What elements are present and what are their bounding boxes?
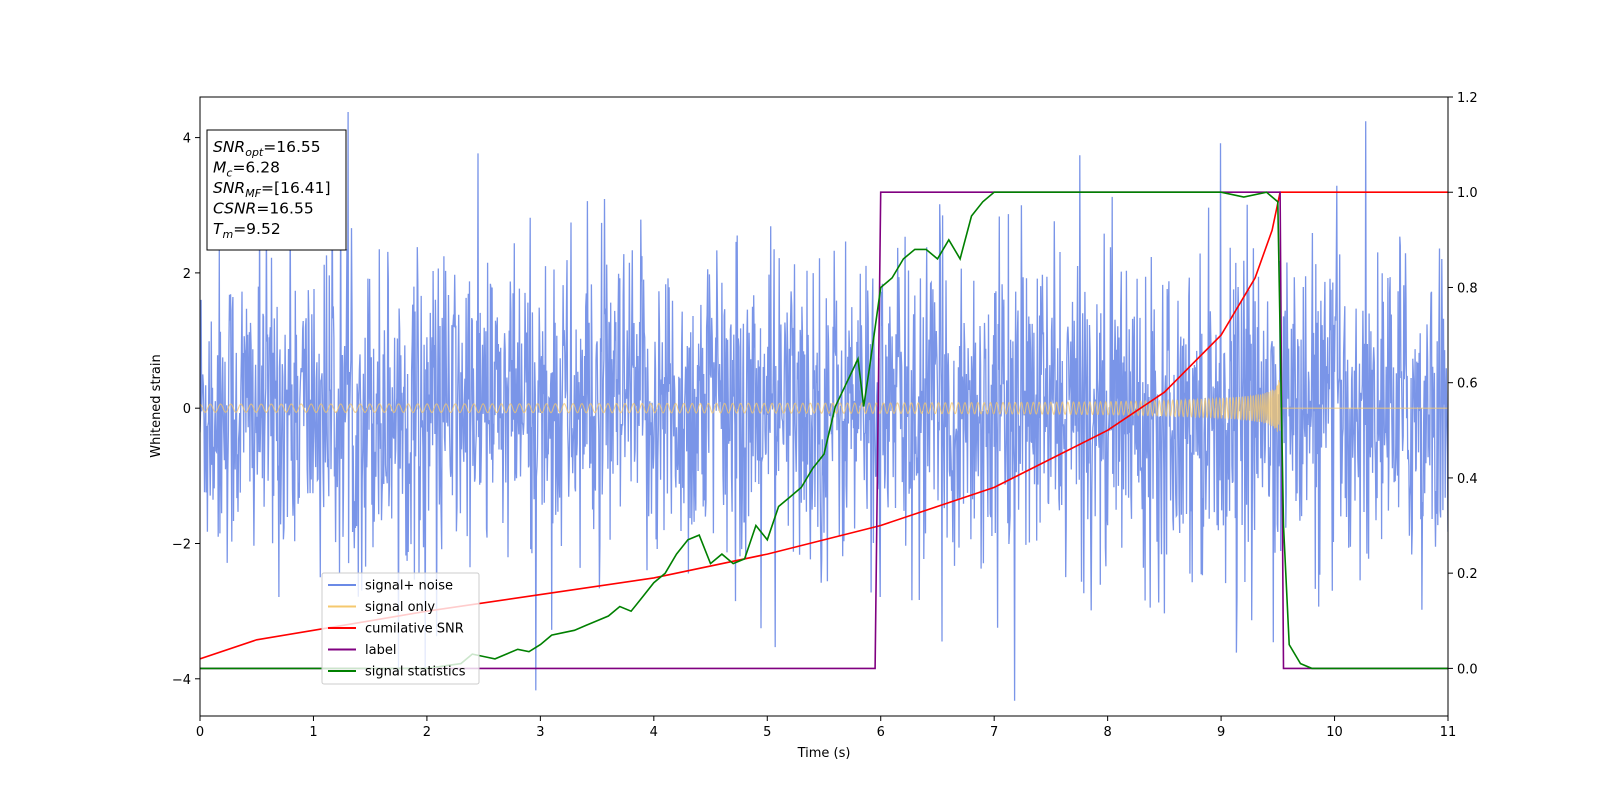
- x-tick-label: 3: [536, 725, 544, 740]
- legend-label-signal-noise: signal+ noise: [365, 579, 453, 594]
- stats-box: SNRopt=16.55Mc=6.28SNRMF=[16.41]CSNR=16.…: [206, 129, 347, 251]
- x-tick-label: 1: [309, 725, 317, 740]
- y-axis-label: Whitened strain: [149, 354, 164, 457]
- y2-tick-label: 0.6: [1457, 377, 1478, 392]
- stats-line: CSNR=16.55: [213, 200, 314, 218]
- y2-tick-label: 0.4: [1457, 472, 1478, 487]
- series-signal-statistics: [200, 191, 1448, 670]
- legend-label-label: label: [365, 643, 396, 658]
- x-tick-label: 4: [650, 725, 658, 740]
- series-label: [200, 191, 1448, 670]
- stats-subscript: c: [226, 167, 232, 180]
- y-tick-label: 2: [183, 267, 191, 282]
- series-signal-only: [200, 380, 1448, 432]
- stats-value: =16.55: [256, 200, 313, 218]
- stats-value: =6.28: [232, 159, 280, 177]
- y2-tick-label: 1.2: [1457, 91, 1478, 106]
- x-tick-label: 5: [763, 725, 771, 740]
- y-tick-label: 0: [183, 402, 191, 417]
- x-tick-label: 8: [1103, 725, 1111, 740]
- stats-box-frame: [206, 129, 347, 251]
- stats-var: SNR: [213, 179, 245, 197]
- x-tick-label: 11: [1440, 725, 1457, 740]
- stats-var: CSNR: [213, 200, 256, 218]
- x-tick-label: 2: [423, 725, 431, 740]
- legend-frame: [321, 572, 480, 685]
- stats-line: Tm=9.52: [213, 220, 281, 241]
- x-tick-label: 6: [877, 725, 885, 740]
- x-axis-label: Time (s): [797, 746, 851, 761]
- y-tick-label: −4: [172, 673, 191, 688]
- x-axis: 0 1 2 3 4 5 6 7 8 9 10 11: [196, 716, 1456, 740]
- y-axis-left: −4 −2 0 2 4: [172, 132, 200, 688]
- stats-var: SNR: [213, 138, 245, 156]
- y-tick-label: 4: [183, 132, 191, 147]
- legend-label-cumilative-snr: cumilative SNR: [365, 622, 464, 637]
- stats-subscript: opt: [245, 146, 264, 159]
- y2-tick-label: 0.8: [1457, 281, 1478, 296]
- stats-var: M: [213, 159, 226, 177]
- x-tick-label: 10: [1326, 725, 1343, 740]
- stats-subscript: MF: [245, 187, 261, 200]
- x-tick-label: 7: [990, 725, 998, 740]
- y-axis-right: 0.0 0.2 0.4 0.6 0.8 1.0 1.2: [1448, 91, 1478, 677]
- y-tick-label: −2: [172, 537, 191, 552]
- stats-line: SNRopt=16.55: [213, 138, 321, 159]
- stats-value: =9.52: [233, 220, 281, 238]
- legend-label-signal-statistics: signal statistics: [365, 665, 466, 680]
- y2-tick-label: 0.2: [1457, 567, 1478, 582]
- stats-value: =[16.41]: [261, 179, 330, 197]
- legend: signal+ noise signal only cumilative SNR la…: [321, 572, 480, 685]
- stats-subscript: m: [222, 228, 233, 241]
- stats-var: T: [213, 220, 224, 238]
- y2-tick-label: 1.0: [1457, 186, 1478, 201]
- stats-line: SNRMF=[16.41]: [213, 179, 331, 200]
- x-tick-label: 9: [1217, 725, 1225, 740]
- stats-value: =16.55: [263, 138, 320, 156]
- stats-line: Mc=6.28: [213, 159, 280, 180]
- plot-frame: [199, 96, 1449, 717]
- y2-tick-label: 0.0: [1457, 662, 1478, 677]
- x-tick-label: 0: [196, 725, 204, 740]
- legend-label-signal-only: signal only: [365, 600, 435, 615]
